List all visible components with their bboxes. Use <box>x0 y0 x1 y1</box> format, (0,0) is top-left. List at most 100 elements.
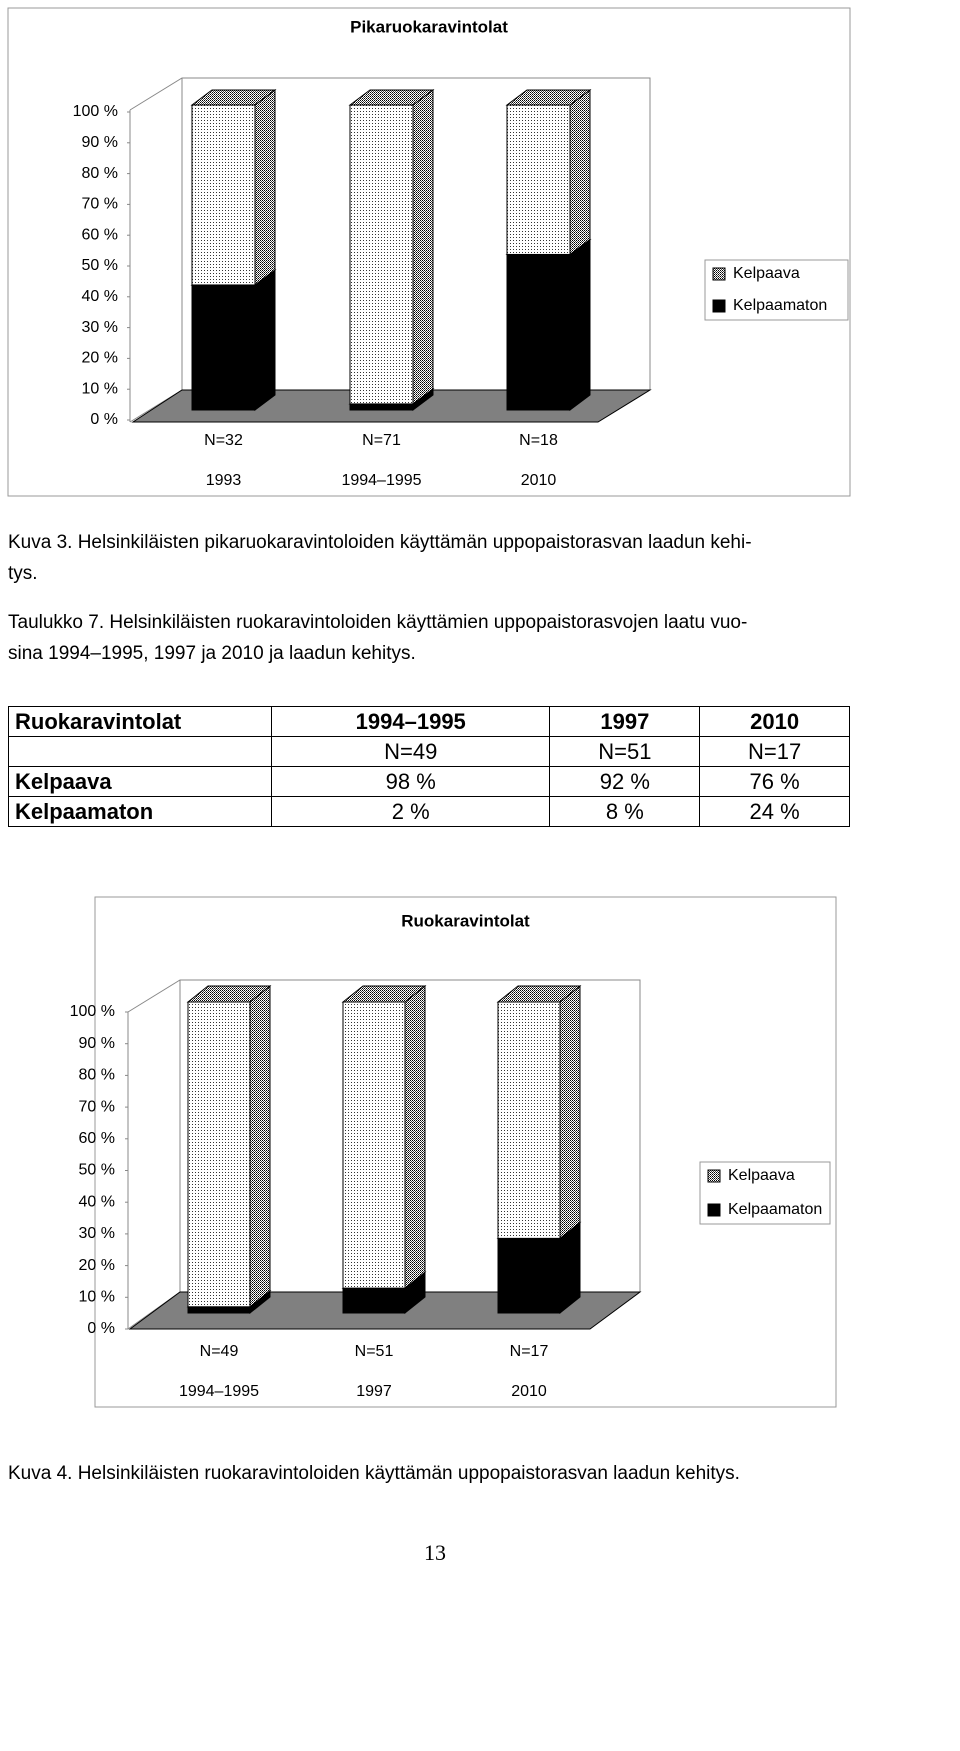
legend <box>699 1161 831 1225</box>
bar-side <box>254 89 276 286</box>
table-row: Kelpaamaton 2 % 8 % 24 % <box>8 796 850 827</box>
caption-line: Kuva 4. Helsinkiläisten ruokaravintoloid… <box>8 1463 740 1484</box>
table-cell: 24 % <box>699 796 850 827</box>
bar <box>349 104 414 405</box>
y-tick-label: 90 % <box>79 1035 115 1052</box>
table-cell: Kelpaava <box>8 766 272 797</box>
x-tick-label: 1993 <box>206 472 242 489</box>
bar-side <box>412 89 434 405</box>
legend-label: Kelpaamaton <box>728 1201 822 1218</box>
x-tick-label: 1994–1995 <box>179 1383 259 1400</box>
y-tick-label: 30 % <box>79 1225 115 1242</box>
table-cell <box>8 736 272 767</box>
y-tick-label: 0 % <box>87 1320 115 1337</box>
table-row: Ruokaravintolat 1994–1995 1997 2010 <box>8 706 850 737</box>
bar-side <box>249 984 271 1308</box>
y-tick-label: 50 % <box>82 257 118 274</box>
table-cell: Kelpaamaton <box>8 796 272 827</box>
bar <box>191 104 256 286</box>
caption-line: Taulukko 7. Helsinkiläisten ruokaravinto… <box>8 612 748 633</box>
legend <box>704 259 849 321</box>
y-tick-label: 80 % <box>79 1067 115 1084</box>
table: Ruokaravintolat 1994–1995 1997 2010 N=49 N=51… <box>8 706 850 827</box>
table-cell: Ruokaravintolat <box>8 706 272 737</box>
y-tick-label: 70 % <box>79 1098 115 1115</box>
bar-side <box>404 984 426 1290</box>
y-tick-label: 10 % <box>82 380 118 397</box>
category-count: N=51 <box>355 1343 394 1360</box>
category-count: N=49 <box>200 1343 239 1360</box>
x-tick-label: 2010 <box>521 472 557 489</box>
y-tick-label: 40 % <box>82 288 118 305</box>
page-number: 13 <box>424 1540 446 1565</box>
table-cell: N=51 <box>549 736 701 767</box>
table-cell: 76 % <box>699 766 850 797</box>
caption: Kuva 4. Helsinkiläisten ruokaravintoloid… <box>8 1458 740 1489</box>
bar <box>187 1306 251 1314</box>
bar <box>191 284 256 411</box>
y-tick-label: 70 % <box>82 196 118 213</box>
caption-line: tys. <box>8 563 38 584</box>
y-tick-label: 60 % <box>82 226 118 243</box>
bar <box>342 1287 406 1314</box>
y-tick-label: 50 % <box>79 1162 115 1179</box>
table-cell: N=49 <box>270 736 551 767</box>
chart-title: Ruokaravintolat <box>401 911 530 930</box>
bar <box>342 1001 406 1289</box>
bar-side <box>254 268 276 411</box>
legend-swatch <box>712 299 726 313</box>
bar <box>506 104 571 255</box>
y-tick-label: 30 % <box>82 319 118 336</box>
wall <box>129 77 651 390</box>
table-cell: 1997 <box>549 706 701 737</box>
legend-label: Kelpaava <box>733 265 800 282</box>
category-count: N=32 <box>204 432 243 449</box>
table-cell: 98 % <box>270 766 551 797</box>
bar-side <box>559 984 581 1240</box>
caption-line: Kuva 3. Helsinkiläisten pikaruokaravinto… <box>8 532 752 553</box>
legend-swatch <box>712 267 726 281</box>
table-cell: N=17 <box>699 736 850 767</box>
table-row: Kelpaava 98 % 92 % 76 % <box>8 766 850 797</box>
y-tick-label: 40 % <box>79 1193 115 1210</box>
x-tick-label: 1994–1995 <box>341 472 421 489</box>
y-tick-label: 10 % <box>79 1289 115 1306</box>
x-tick-label: 2010 <box>511 1383 547 1400</box>
y-tick-label: 60 % <box>79 1130 115 1147</box>
caption: Kuva 3. Helsinkiläisten pikaruokaravinto… <box>8 527 752 589</box>
y-tick-label: 0 % <box>90 411 118 428</box>
y-tick-label: 20 % <box>82 350 118 367</box>
chart: Pikaruokaravintolat 0 % 10 % 20 % 30 % 40 % 50… <box>7 7 851 497</box>
table-cell: 2010 <box>699 706 850 737</box>
table-cell: 92 % <box>549 766 701 797</box>
caption-line: sina 1994–1995, 1997 ja 2010 ja laadun k… <box>8 643 416 664</box>
wall <box>127 979 641 1292</box>
legend-swatch <box>707 1169 721 1183</box>
bar <box>497 1001 561 1239</box>
bar-side <box>569 238 591 411</box>
legend-label: Kelpaava <box>728 1167 795 1184</box>
table-caption: Taulukko 7. Helsinkiläisten ruokaravinto… <box>8 607 747 669</box>
table-cell: 1994–1995 <box>270 706 551 737</box>
bar-side <box>569 89 591 256</box>
y-tick-label: 100 % <box>70 1003 115 1020</box>
bar <box>506 253 571 411</box>
table-cell: 8 % <box>549 796 701 827</box>
chart: Ruokaravintolat 0 % 10 % 20 % 30 % 40 % 50 % 60… <box>70 896 837 1408</box>
table-row: N=49 N=51 N=17 <box>8 736 850 767</box>
bar <box>187 1001 251 1308</box>
bar <box>497 1237 561 1314</box>
table-cell: 2 % <box>270 796 551 827</box>
bar <box>349 403 414 411</box>
y-tick-label: 100 % <box>73 103 118 120</box>
legend-swatch <box>707 1203 721 1217</box>
chart-title: Pikaruokaravintolat <box>350 17 508 36</box>
legend-label: Kelpaamaton <box>733 297 827 314</box>
x-tick-label: 1997 <box>356 1383 392 1400</box>
y-tick-label: 80 % <box>82 165 118 182</box>
y-tick-label: 20 % <box>79 1257 115 1274</box>
category-count: N=71 <box>362 432 401 449</box>
category-count: N=18 <box>519 432 558 449</box>
y-tick-label: 90 % <box>82 134 118 151</box>
